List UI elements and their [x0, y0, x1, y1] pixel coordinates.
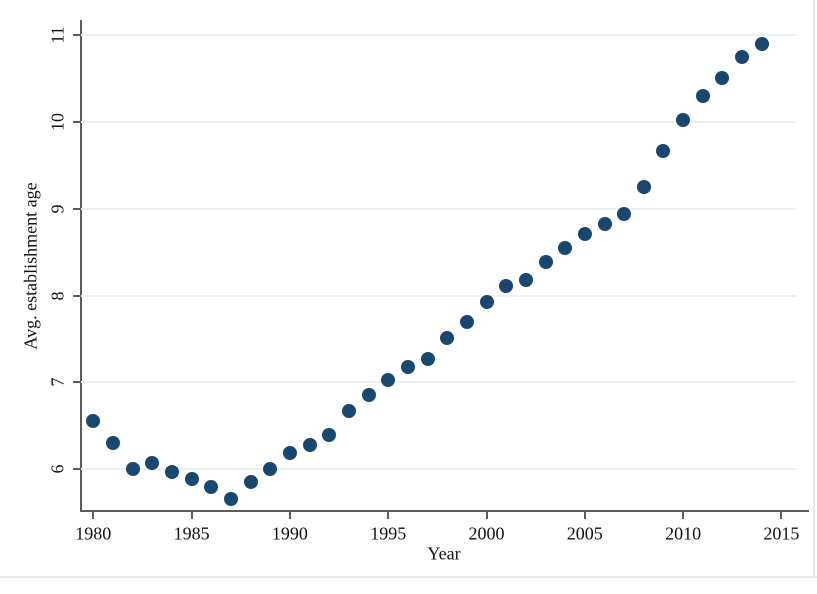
- x-tick-label: 2010: [665, 523, 702, 544]
- x-tick-label: 1990: [271, 523, 308, 544]
- data-point-1991: [302, 438, 317, 452]
- x-tick-mark: [780, 512, 783, 519]
- x-tick-label: 1980: [75, 523, 112, 544]
- y-axis-line: [80, 20, 82, 512]
- y-tick-label: 8: [47, 291, 68, 300]
- y-tick-mark: [73, 33, 81, 36]
- x-tick-label: 2005: [566, 523, 603, 544]
- x-tick-mark: [288, 512, 291, 519]
- y-tick-label: 6: [47, 464, 68, 474]
- data-point-1996: [400, 359, 415, 374]
- x-axis-line: [80, 510, 809, 512]
- x-tick-label: 2000: [468, 523, 505, 544]
- data-point-2004: [558, 240, 573, 255]
- data-point-2005: [577, 226, 592, 241]
- data-point-1989: [263, 462, 278, 477]
- y-tick-label: 10: [47, 112, 68, 131]
- y-tick-label: 7: [47, 377, 68, 387]
- data-point-1983: [145, 456, 160, 471]
- y-tick-mark: [73, 120, 81, 123]
- data-point-2014: [754, 36, 769, 51]
- y-gridline: [81, 294, 796, 297]
- x-tick-mark: [583, 512, 586, 519]
- x-tick-label: 1995: [370, 523, 407, 544]
- x-tick-mark: [682, 512, 685, 519]
- data-point-1987: [223, 491, 238, 506]
- data-point-1985: [184, 471, 199, 486]
- data-point-2006: [597, 217, 612, 232]
- data-point-1986: [204, 479, 219, 494]
- x-tick-label: 1985: [173, 523, 210, 544]
- x-tick-mark: [387, 512, 390, 519]
- data-point-1992: [322, 428, 337, 443]
- y-tick-label: 11: [47, 26, 68, 44]
- data-point-2000: [479, 294, 494, 309]
- x-tick-mark: [485, 512, 488, 519]
- y-tick-mark: [73, 381, 81, 384]
- data-point-2012: [715, 71, 730, 86]
- data-point-2002: [518, 272, 533, 287]
- y-tick-label: 9: [47, 204, 68, 214]
- data-point-1990: [282, 445, 297, 460]
- data-point-1980: [86, 413, 101, 428]
- data-point-1999: [459, 314, 474, 329]
- data-point-1981: [106, 436, 120, 451]
- y-gridline: [81, 33, 796, 36]
- data-point-2007: [617, 206, 632, 221]
- data-point-2009: [656, 144, 671, 159]
- y-gridline: [81, 207, 796, 210]
- data-point-1982: [125, 462, 140, 477]
- data-point-1994: [361, 388, 376, 403]
- data-point-2013: [735, 49, 750, 64]
- right-edge-border: [813, 0, 815, 578]
- data-point-1988: [243, 474, 258, 489]
- data-point-2001: [499, 278, 514, 293]
- data-point-2011: [695, 88, 710, 103]
- y-gridline: [81, 120, 796, 123]
- data-point-2008: [636, 179, 651, 194]
- y-axis-title: Avg. establishment age: [20, 182, 41, 350]
- y-tick-mark: [73, 294, 81, 297]
- data-point-1997: [420, 351, 435, 366]
- y-gridline: [81, 468, 796, 471]
- bottom-edge-border: [0, 576, 817, 578]
- data-point-1998: [440, 331, 455, 346]
- data-point-1995: [381, 372, 396, 387]
- x-axis-title: Year: [427, 543, 461, 564]
- x-tick-label: 2015: [763, 523, 800, 544]
- data-point-1993: [341, 404, 356, 419]
- data-point-2003: [538, 254, 553, 269]
- x-tick-mark: [190, 512, 193, 519]
- data-point-1984: [164, 464, 179, 479]
- x-tick-mark: [92, 512, 95, 519]
- data-point-2010: [676, 113, 691, 127]
- y-gridline: [81, 381, 796, 384]
- y-tick-mark: [73, 468, 81, 471]
- y-tick-mark: [73, 207, 81, 210]
